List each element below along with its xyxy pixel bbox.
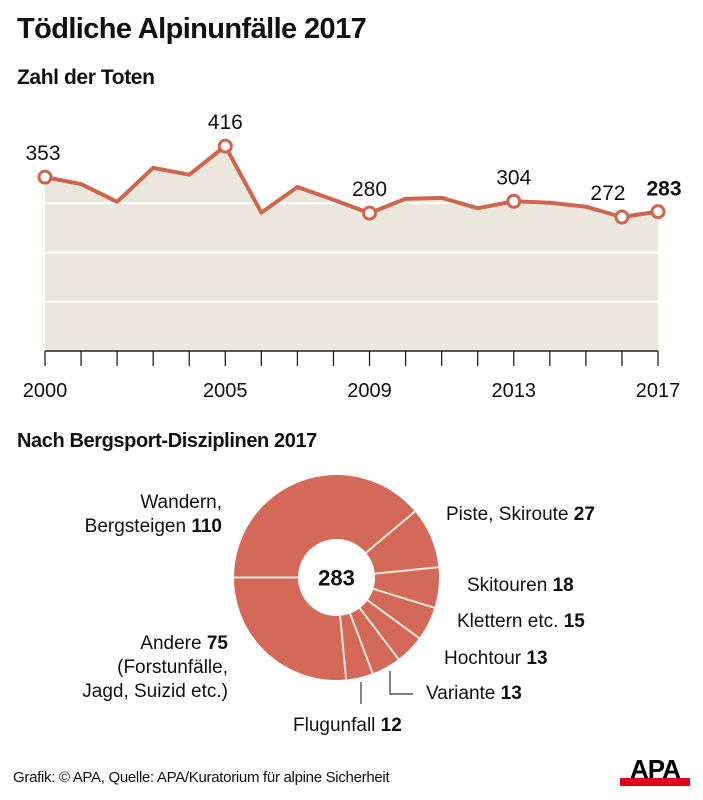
- label-andere: Andere 75 (Forstunfälle, Jagd, Suizid et…: [10, 632, 228, 704]
- label-hochtour-text: Hochtour: [444, 648, 522, 669]
- label-wandern-line1: Wandern,: [140, 492, 222, 513]
- apa-logo: APA: [620, 756, 690, 786]
- source-credit: Grafik: © APA, Quelle: APA/Kuratorium fü…: [13, 769, 390, 786]
- label-variante: Variante 13: [426, 682, 522, 706]
- label-andere-line3: Jagd, Suizid etc.): [82, 681, 228, 702]
- label-klettern-value: 15: [563, 611, 585, 632]
- label-piste: Piste, Skiroute 27: [446, 503, 595, 527]
- label-wandern-value: 110: [191, 516, 222, 537]
- data-label-2017: 283: [646, 178, 681, 201]
- slice-separator: [366, 599, 421, 640]
- highlight-marker-2013: [506, 193, 522, 209]
- x-tick-label-2009: 2009: [347, 380, 392, 402]
- highlight-marker-2017: [650, 204, 666, 220]
- highlight-marker-2000: [37, 169, 53, 185]
- label-wandern: Wandern, Bergsteigen 110: [20, 491, 222, 539]
- label-hochtour: Hochtour 13: [444, 647, 548, 671]
- highlight-marker-2009: [362, 205, 378, 221]
- data-label-2005: 416: [208, 111, 243, 134]
- label-flugunfall-text: Flugunfall: [293, 715, 376, 736]
- data-label-2009: 280: [352, 178, 387, 201]
- x-tick-label-2000: 2000: [23, 380, 68, 402]
- label-piste-value: 27: [573, 504, 595, 525]
- label-skitouren: Skitouren 18: [467, 574, 574, 598]
- slice-separator: [365, 510, 417, 554]
- label-flugunfall-value: 12: [380, 715, 402, 736]
- label-klettern-text: Klettern etc.: [457, 611, 559, 632]
- slice-separator: [339, 615, 348, 681]
- label-flugunfall: Flugunfall 12: [293, 714, 402, 738]
- label-variante-text: Variante: [426, 683, 496, 704]
- highlight-marker-2005: [217, 138, 233, 154]
- label-wandern-line2: Bergsteigen: [84, 516, 187, 537]
- label-skitouren-value: 18: [552, 575, 574, 596]
- line-chart-title: Zahl der Toten: [17, 66, 155, 89]
- label-piste-text: Piste, Skiroute: [446, 504, 569, 525]
- slice-separator: [349, 613, 374, 675]
- highlight-marker-2016: [614, 209, 630, 225]
- slice-separator: [374, 566, 440, 575]
- donut-hole: [298, 539, 375, 616]
- deaths-line: [43, 144, 660, 220]
- slice-separator: [358, 607, 400, 661]
- label-andere-text: Andere: [140, 633, 202, 654]
- label-variante-value: 13: [500, 683, 522, 704]
- pie-chart-title: Nach Bergsport-Disziplinen 2017: [17, 430, 317, 452]
- label-andere-value: 75: [206, 633, 228, 654]
- donut-center-total: 283: [318, 566, 355, 591]
- data-label-2000: 353: [25, 142, 60, 165]
- x-tick-label-2013: 2013: [492, 380, 537, 402]
- x-tick-label-2005: 2005: [203, 380, 248, 402]
- x-tick-label-2017: 2017: [636, 380, 681, 402]
- main-title: Tödliche Alpinunfälle 2017: [17, 13, 367, 45]
- slice-wandern-bergsteigen: [234, 474, 415, 578]
- data-label-2013: 304: [496, 166, 531, 189]
- area-fill: [45, 146, 658, 351]
- label-skitouren-text: Skitouren: [467, 575, 548, 596]
- leader-line-variante: [389, 671, 413, 695]
- line-chart: 353 416 280 304 272 283 2000 2005 2009 2013 2017: [23, 111, 682, 402]
- label-andere-line2: (Forstunfälle,: [117, 657, 228, 678]
- label-klettern: Klettern etc. 15: [457, 610, 585, 634]
- data-label-2016: 272: [590, 182, 625, 205]
- slice-separator: [372, 587, 436, 610]
- label-hochtour-value: 13: [526, 648, 548, 669]
- apa-logo-bar: [620, 778, 690, 786]
